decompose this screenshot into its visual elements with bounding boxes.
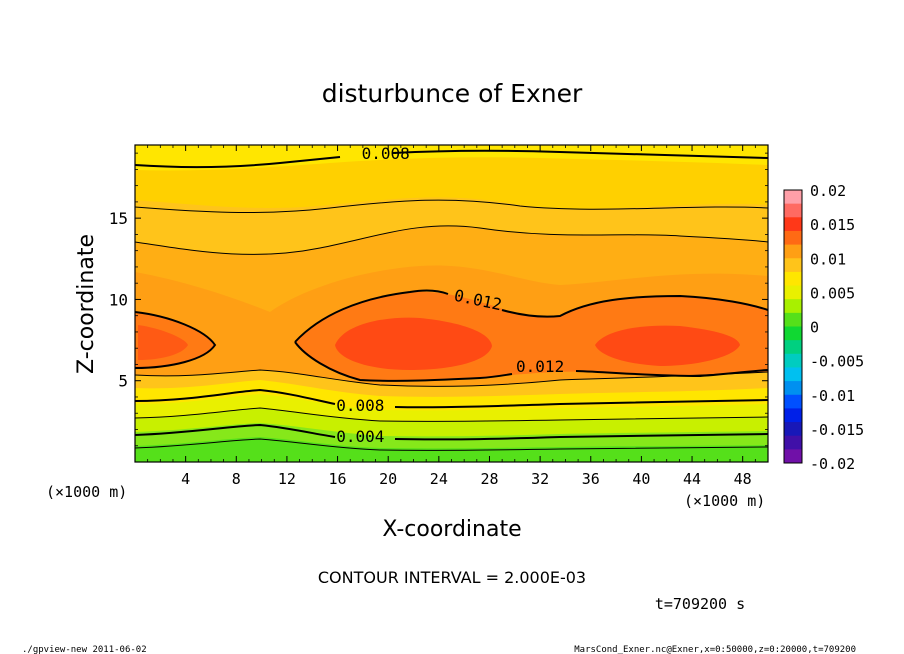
colorbar-segment	[784, 353, 802, 368]
colorbar-tick-label: -0.015	[810, 421, 864, 439]
core-0-014-b	[595, 325, 740, 366]
x-tick-label: 16	[329, 470, 347, 488]
colorbar-segment	[784, 422, 802, 437]
colorbar-tick-label: 0.005	[810, 284, 855, 302]
contour-label: 0.008	[362, 144, 410, 163]
contour-label: 0.008	[336, 396, 384, 415]
colorbar-segment	[784, 449, 802, 464]
colorbar-segment	[784, 217, 802, 232]
colorbar-tick-label: 0	[810, 319, 819, 337]
x-tick-label: 32	[531, 470, 549, 488]
y-tick-label: 15	[109, 209, 128, 228]
x-tick-label: 24	[430, 470, 448, 488]
colorbar-segment	[784, 340, 802, 355]
colorbar-segment	[784, 367, 802, 382]
colorbar-segment	[784, 190, 802, 205]
y-axis-ticks: 5 10 15	[109, 152, 768, 447]
y-tick-label: 5	[118, 372, 128, 391]
colorbar-segment	[784, 258, 802, 273]
colorbar	[783, 189, 803, 464]
x-tick-label: 12	[278, 470, 296, 488]
band-low-0-002	[135, 437, 768, 462]
colorbar-segment	[784, 244, 802, 259]
colorbar-segment	[784, 230, 802, 246]
colorbar-segment	[784, 271, 802, 287]
x-tick-label: 36	[582, 470, 600, 488]
x-tick-label: 8	[232, 470, 241, 488]
colorbar-frame	[783, 189, 803, 464]
colorbar-segment	[784, 408, 802, 423]
colorbar-ticks: 0.02 0.015 0.01 0.005 0 -0.005 -0.01 -0.015 -0.0…	[810, 182, 864, 473]
contour-label: 0.012	[516, 357, 564, 376]
x-tick-label: 4	[181, 470, 190, 488]
colorbar-tick-label: -0.005	[810, 353, 864, 371]
colorbar-tick-label: 0.01	[810, 250, 846, 268]
core-0-014-left	[138, 325, 188, 360]
plot-area	[135, 145, 768, 462]
footer-left: ./gpview-new 2011-06-02	[22, 645, 147, 654]
colorbar-segment	[784, 326, 802, 341]
y-tick-label: 10	[109, 290, 128, 309]
colorbar-tick-label: 0.015	[810, 216, 855, 234]
colorbar-segment	[784, 312, 802, 327]
colorbar-segment	[784, 285, 802, 300]
x-tick-label: 40	[632, 470, 650, 488]
colorbar-segment	[784, 203, 802, 218]
time-text: t=709200 s	[655, 595, 745, 613]
colorbar-segment	[784, 299, 802, 314]
x-axis-ticks: 4 8 12 16 20 24 28 32 36 40 44 48	[147, 145, 756, 488]
contour-lines	[135, 149, 768, 451]
chart-title: disturbunce of Exner	[322, 79, 583, 108]
y-axis-label: Z-coordinate	[74, 234, 99, 374]
x-tick-label: 44	[683, 470, 701, 488]
footer-right: MarsCond_Exner.nc@Exner,x=0:50000,z=0:20…	[574, 645, 856, 654]
contour-label: 0.004	[336, 427, 384, 446]
x-tick-label: 20	[379, 470, 397, 488]
colorbar-segment	[784, 435, 802, 450]
contour-interval-text: CONTOUR INTERVAL = 2.000E-03	[318, 568, 586, 587]
x-unit-left: (×1000 m)	[46, 483, 127, 501]
colorbar-segment	[784, 394, 802, 409]
colorbar-tick-label: 0.02	[810, 182, 846, 200]
colorbar-segment	[784, 381, 802, 396]
x-axis-label: X-coordinate	[382, 517, 521, 542]
colorbar-tick-label: -0.02	[810, 455, 855, 473]
x-unit-right: (×1000 m)	[684, 492, 765, 510]
colorbar-tick-label: -0.01	[810, 387, 855, 405]
x-tick-label: 28	[480, 470, 498, 488]
core-0-014-a	[335, 317, 492, 370]
x-tick-label: 48	[734, 470, 752, 488]
